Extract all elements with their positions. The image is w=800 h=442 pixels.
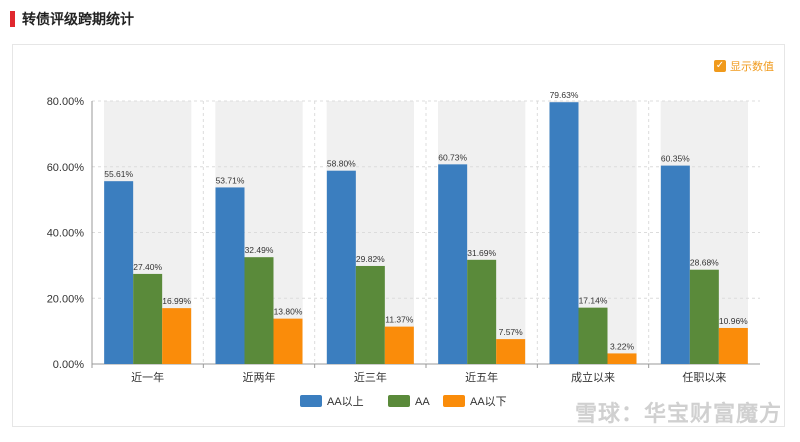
bar bbox=[104, 181, 134, 364]
bar bbox=[384, 326, 414, 364]
bar bbox=[718, 327, 748, 364]
legend-swatch bbox=[443, 395, 465, 407]
bar bbox=[549, 102, 579, 365]
bar bbox=[244, 257, 274, 364]
y-tick-label: 60.00% bbox=[47, 162, 85, 174]
data-label: 10.96% bbox=[719, 316, 748, 326]
x-tick-label: 近五年 bbox=[465, 370, 498, 384]
x-tick-label: 近一年 bbox=[131, 370, 164, 384]
bar bbox=[215, 187, 245, 364]
data-label: 29.82% bbox=[356, 254, 385, 264]
bar bbox=[355, 265, 385, 364]
data-label: 11.37% bbox=[385, 315, 414, 325]
x-tick-label: 成立以来 bbox=[571, 370, 615, 384]
data-label: 55.61% bbox=[104, 169, 133, 179]
data-label: 7.57% bbox=[499, 327, 524, 337]
data-label: 60.35% bbox=[661, 154, 690, 164]
show-values-label: 显示数值 bbox=[730, 61, 774, 73]
legend-swatch bbox=[388, 395, 410, 407]
bar bbox=[578, 307, 608, 364]
y-tick-label: 80.00% bbox=[47, 96, 85, 108]
bar bbox=[273, 318, 303, 364]
data-label: 58.80% bbox=[327, 159, 356, 169]
legend-label: AA bbox=[415, 396, 430, 408]
header-accent-bar bbox=[10, 11, 15, 27]
data-label: 60.73% bbox=[438, 152, 467, 162]
data-label: 17.14% bbox=[579, 296, 608, 306]
bar bbox=[607, 353, 637, 364]
section-header: 转债评级跨期统计 bbox=[10, 9, 134, 29]
x-tick-label: 任职以来 bbox=[682, 371, 726, 384]
bar bbox=[162, 308, 192, 364]
data-label: 27.40% bbox=[133, 262, 162, 272]
data-label: 3.22% bbox=[610, 341, 635, 351]
x-tick-label: 近两年 bbox=[243, 370, 276, 384]
bar bbox=[467, 259, 497, 364]
bar bbox=[133, 273, 163, 364]
legend-label: AA以下 bbox=[470, 396, 507, 408]
data-label: 28.68% bbox=[690, 258, 719, 268]
legend-label: AA以上 bbox=[327, 395, 364, 408]
data-label: 13.80% bbox=[274, 307, 303, 317]
y-tick-label: 40.00% bbox=[47, 228, 85, 240]
data-label: 31.69% bbox=[467, 248, 496, 258]
bar bbox=[496, 339, 526, 364]
data-label: 53.71% bbox=[216, 175, 245, 185]
y-tick-label: 20.00% bbox=[47, 293, 85, 305]
bar bbox=[689, 269, 719, 364]
data-label: 79.63% bbox=[550, 90, 579, 100]
legend-swatch bbox=[300, 395, 322, 407]
x-tick-label: 近三年 bbox=[354, 370, 387, 384]
data-label: 32.49% bbox=[245, 245, 274, 255]
bar bbox=[326, 170, 356, 364]
bar bbox=[438, 164, 468, 364]
page-title: 转债评级跨期统计 bbox=[22, 11, 134, 27]
checkbox-checked-icon[interactable]: ✓ bbox=[714, 60, 726, 72]
data-label: 16.99% bbox=[162, 296, 191, 306]
y-tick-label: 0.00% bbox=[53, 359, 84, 371]
show-values-toggle[interactable]: ✓ 显示数值 bbox=[714, 58, 774, 74]
bar bbox=[660, 165, 690, 364]
